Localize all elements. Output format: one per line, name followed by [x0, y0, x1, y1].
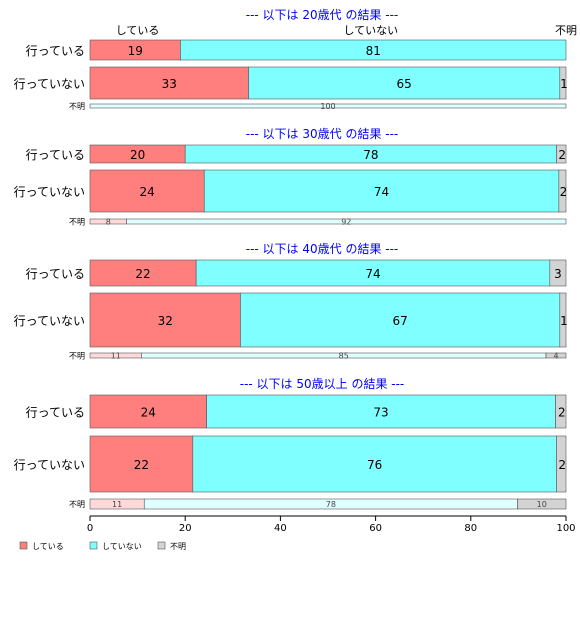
x-tick-label: 0 — [87, 523, 93, 534]
legend-swatch — [157, 541, 166, 550]
bar-segment — [559, 292, 567, 348]
bar-segment — [89, 394, 207, 429]
x-tick-label: 80 — [464, 523, 477, 534]
bar-segment — [89, 66, 249, 100]
data-label: 2 — [558, 406, 566, 420]
bar-segment — [89, 292, 241, 348]
bar-segment — [203, 169, 560, 213]
bar-segment — [556, 435, 567, 493]
data-label: 33 — [162, 77, 177, 91]
data-label: 4 — [553, 352, 558, 361]
bar-segment — [192, 435, 557, 493]
data-label: 78 — [326, 500, 336, 509]
data-label: 74 — [374, 185, 389, 199]
legend-swatch — [19, 541, 28, 550]
data-label: 100 — [320, 102, 335, 111]
data-label: 11 — [112, 500, 122, 509]
x-tick-label: 100 — [556, 523, 575, 534]
x-tick-label: 40 — [274, 523, 287, 534]
bar-segment — [89, 435, 194, 493]
panel-title: --- 以下は 30歳代 の結果 --- — [246, 127, 399, 141]
bar-segment — [206, 394, 556, 429]
bar-segment — [545, 352, 567, 359]
bar-segment — [180, 39, 567, 61]
row-label: 行っていない — [14, 77, 85, 91]
data-label: 32 — [158, 314, 173, 328]
bar-segment — [558, 169, 567, 213]
row-label: 行っている — [26, 267, 85, 281]
legend-label: 不明 — [170, 542, 186, 551]
panel-title: --- 以下は 50歳以上 の結果 --- — [240, 377, 405, 391]
top-column-label: 不明 — [555, 24, 577, 37]
row-label: 不明 — [69, 218, 85, 227]
data-label: 11 — [111, 352, 121, 361]
data-label: 65 — [397, 77, 412, 91]
data-label: 81 — [366, 44, 381, 58]
bar-segment — [240, 292, 561, 348]
data-label: 92 — [341, 218, 351, 227]
row-label: 行っていない — [14, 458, 85, 472]
data-label: 73 — [373, 406, 388, 420]
data-label: 85 — [339, 352, 349, 361]
bar-segment — [89, 103, 567, 109]
bar-segment — [126, 218, 567, 225]
data-label: 2 — [560, 185, 568, 199]
row-label: 行っている — [26, 406, 85, 420]
data-label: 74 — [365, 267, 380, 281]
data-label: 76 — [367, 458, 382, 472]
data-label: 2 — [558, 458, 566, 472]
row-label: 不明 — [69, 500, 85, 509]
data-label: 20 — [130, 148, 145, 162]
data-label: 24 — [139, 185, 154, 199]
legend-swatch — [89, 541, 98, 550]
panel-title: --- 以下は 40歳代 の結果 --- — [246, 242, 399, 256]
row-label: 不明 — [69, 102, 85, 111]
data-label: 8 — [106, 218, 111, 227]
data-label: 22 — [134, 458, 149, 472]
data-label: 1 — [560, 314, 568, 328]
row-label: 不明 — [69, 352, 85, 361]
data-label: 10 — [537, 500, 547, 509]
legend-label: していない — [102, 542, 142, 551]
row-label: 行っていない — [14, 185, 85, 199]
top-column-label: していない — [344, 24, 399, 37]
panel-title: --- 以下は 20歳代 の結果 --- — [246, 8, 399, 22]
top-column-label: している — [116, 24, 160, 37]
row-label: 行っている — [26, 44, 85, 58]
bar-segment — [555, 394, 567, 429]
x-tick-label: 20 — [179, 523, 192, 534]
data-label: 78 — [363, 148, 378, 162]
bar-segment — [549, 259, 567, 287]
data-label: 24 — [141, 406, 156, 420]
row-label: 行っている — [26, 148, 85, 162]
data-label: 67 — [392, 314, 407, 328]
bar-segment — [89, 259, 197, 287]
bar-segment — [195, 259, 551, 287]
data-label: 22 — [135, 267, 150, 281]
bar-segment — [559, 66, 567, 100]
legend-label: している — [32, 542, 64, 551]
data-label: 2 — [558, 148, 566, 162]
bar-segment — [517, 498, 567, 510]
row-label: 行っていない — [14, 314, 85, 328]
data-label: 19 — [128, 44, 143, 58]
x-tick-label: 60 — [369, 523, 382, 534]
data-label: 1 — [560, 77, 568, 91]
data-label: 3 — [554, 267, 562, 281]
bar-segment — [556, 144, 567, 164]
bar-segment — [89, 169, 205, 213]
